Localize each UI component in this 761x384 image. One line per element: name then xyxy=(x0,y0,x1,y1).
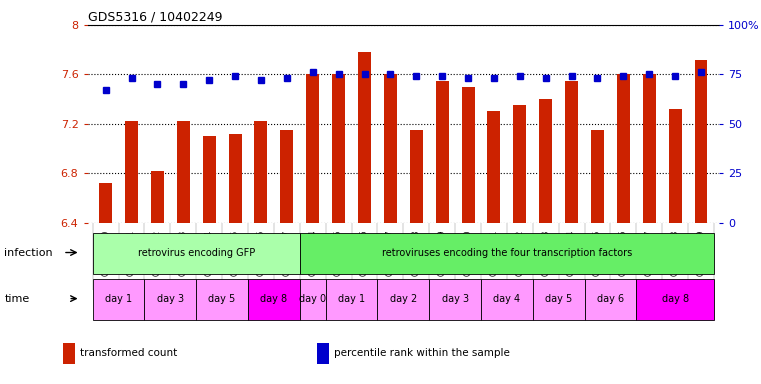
Text: GSM943799: GSM943799 xyxy=(438,230,447,276)
Bar xyxy=(565,81,578,223)
Bar xyxy=(488,111,501,223)
Text: GSM943794: GSM943794 xyxy=(308,230,317,276)
Text: GSM943805: GSM943805 xyxy=(593,230,602,276)
Bar xyxy=(300,279,326,320)
Bar xyxy=(636,279,714,320)
Text: GSM943809: GSM943809 xyxy=(696,230,705,276)
Bar xyxy=(377,279,429,320)
Text: GSM943807: GSM943807 xyxy=(645,230,654,276)
Bar xyxy=(326,279,377,320)
Bar xyxy=(145,279,196,320)
Bar xyxy=(643,74,656,223)
Bar xyxy=(384,74,396,223)
Bar xyxy=(514,105,527,223)
Bar xyxy=(177,121,189,223)
Bar xyxy=(358,52,371,223)
Text: day 8: day 8 xyxy=(661,294,689,304)
Text: day 8: day 8 xyxy=(260,294,288,304)
Text: GSM943817: GSM943817 xyxy=(282,230,291,276)
Text: GSM943796: GSM943796 xyxy=(360,230,369,276)
Text: time: time xyxy=(5,294,30,304)
Bar xyxy=(300,233,714,274)
Text: day 3: day 3 xyxy=(157,294,184,304)
Bar xyxy=(202,136,215,223)
Text: day 4: day 4 xyxy=(493,294,521,304)
Text: day 2: day 2 xyxy=(390,294,417,304)
Text: retrovirus encoding GFP: retrovirus encoding GFP xyxy=(138,248,255,258)
Text: day 5: day 5 xyxy=(209,294,236,304)
Bar xyxy=(617,74,630,223)
Text: percentile rank within the sample: percentile rank within the sample xyxy=(334,348,510,358)
Bar xyxy=(410,130,423,223)
Bar xyxy=(196,279,248,320)
Text: GSM943810: GSM943810 xyxy=(101,230,110,276)
Bar xyxy=(669,109,682,223)
Text: GSM943811: GSM943811 xyxy=(127,230,136,276)
Bar xyxy=(317,343,330,364)
Bar xyxy=(462,87,475,223)
Text: transformed count: transformed count xyxy=(80,348,177,358)
Bar xyxy=(429,279,481,320)
Text: GSM943804: GSM943804 xyxy=(567,230,576,276)
Text: day 1: day 1 xyxy=(105,294,132,304)
Text: GSM943814: GSM943814 xyxy=(205,230,214,276)
Bar xyxy=(584,279,636,320)
Bar xyxy=(591,130,604,223)
Bar xyxy=(533,279,584,320)
Bar xyxy=(254,121,267,223)
Bar xyxy=(695,60,708,223)
Text: GSM943803: GSM943803 xyxy=(541,230,550,276)
Text: GSM943801: GSM943801 xyxy=(489,230,498,276)
Text: GSM943798: GSM943798 xyxy=(412,230,421,276)
Bar xyxy=(248,279,300,320)
Text: GSM943795: GSM943795 xyxy=(334,230,343,276)
Bar xyxy=(125,121,138,223)
Bar xyxy=(99,183,112,223)
Bar xyxy=(540,99,552,223)
Bar xyxy=(280,130,293,223)
Bar xyxy=(93,233,300,274)
Text: day 1: day 1 xyxy=(338,294,365,304)
Text: GSM943815: GSM943815 xyxy=(231,230,240,276)
Bar xyxy=(151,171,164,223)
Text: day 6: day 6 xyxy=(597,294,624,304)
Text: day 0: day 0 xyxy=(299,294,326,304)
Bar xyxy=(436,81,449,223)
Text: day 5: day 5 xyxy=(545,294,572,304)
Bar xyxy=(481,279,533,320)
Text: GSM943806: GSM943806 xyxy=(619,230,628,276)
Text: GSM943800: GSM943800 xyxy=(463,230,473,276)
Text: GSM943816: GSM943816 xyxy=(256,230,266,276)
Bar xyxy=(332,74,345,223)
Text: GDS5316 / 10402249: GDS5316 / 10402249 xyxy=(88,11,222,24)
Text: GSM943808: GSM943808 xyxy=(670,230,680,276)
Bar xyxy=(228,134,241,223)
Text: GSM943797: GSM943797 xyxy=(386,230,395,276)
Text: retroviruses encoding the four transcription factors: retroviruses encoding the four transcrip… xyxy=(382,248,632,258)
Text: infection: infection xyxy=(5,248,53,258)
Text: GSM943802: GSM943802 xyxy=(515,230,524,276)
Bar xyxy=(63,343,75,364)
Text: GSM943812: GSM943812 xyxy=(153,230,162,276)
Bar xyxy=(93,279,145,320)
Text: day 3: day 3 xyxy=(441,294,469,304)
Text: GSM943813: GSM943813 xyxy=(179,230,188,276)
Bar xyxy=(306,74,319,223)
